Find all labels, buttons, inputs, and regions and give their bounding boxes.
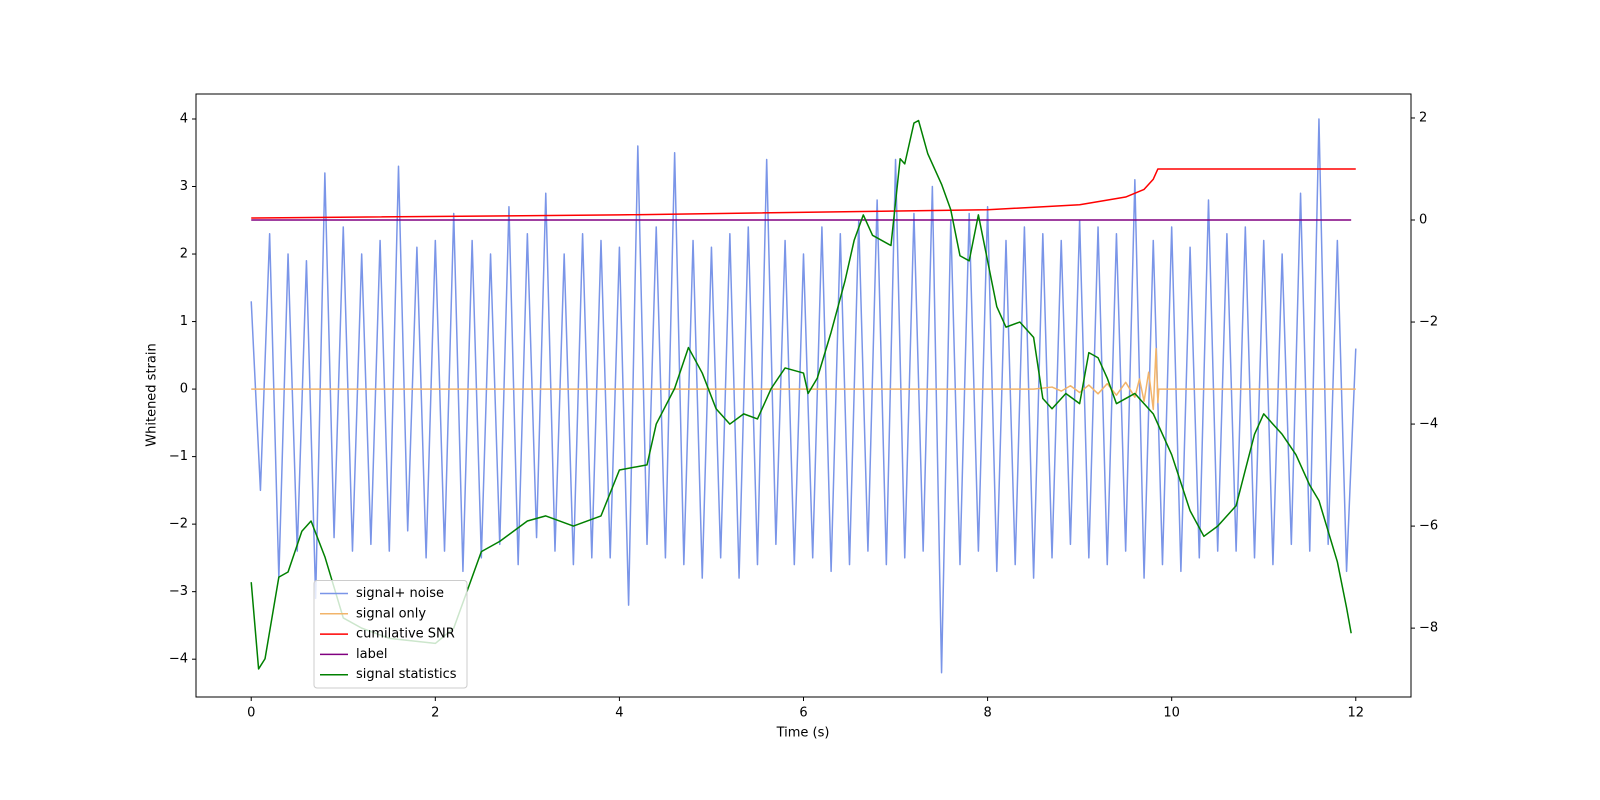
y-axis-label: Whitened strain [145, 343, 160, 446]
y-tick-label: 3 [180, 179, 188, 194]
y-tick-label: −4 [169, 652, 188, 667]
x-tick-label: 12 [1347, 706, 1364, 721]
legend-label: signal+ noise [356, 586, 444, 601]
y2-tick-label: −8 [1419, 621, 1438, 636]
legend-label: signal only [356, 606, 426, 621]
series-line [251, 347, 1356, 411]
legend-label: cumilative SNR [356, 627, 455, 642]
series-line [250, 118, 1357, 674]
y-tick-label: 4 [180, 111, 188, 126]
y-tick-label: 2 [180, 247, 188, 262]
series-line [251, 168, 1356, 219]
y-tick-label: 1 [180, 314, 188, 329]
y2-tick-label: 0 [1419, 213, 1427, 228]
x-tick-label: 6 [799, 706, 807, 721]
y-tick-label: −3 [169, 584, 188, 599]
x-tick-label: 0 [247, 706, 255, 721]
y2-tick-label: −6 [1419, 519, 1438, 534]
x-tick-label: 10 [1163, 706, 1180, 721]
x-tick-label: 4 [615, 706, 623, 721]
plot-frame [195, 93, 1412, 698]
x-tick-label: 8 [983, 706, 991, 721]
y-tick-label: −1 [169, 449, 188, 464]
y2-tick-label: 2 [1419, 110, 1427, 125]
legend-box [313, 580, 468, 689]
y2-tick-label: −2 [1419, 315, 1438, 330]
legend-label: signal statistics [356, 667, 457, 682]
plot-area [250, 118, 1357, 674]
series-line [250, 119, 1352, 670]
legend-label: label [356, 647, 387, 662]
x-tick-label: 2 [431, 706, 439, 721]
x-axis-label: Time (s) [776, 726, 830, 741]
y2-tick-label: −4 [1419, 417, 1438, 432]
y-tick-label: 0 [180, 382, 188, 397]
y-tick-label: −2 [169, 517, 188, 532]
